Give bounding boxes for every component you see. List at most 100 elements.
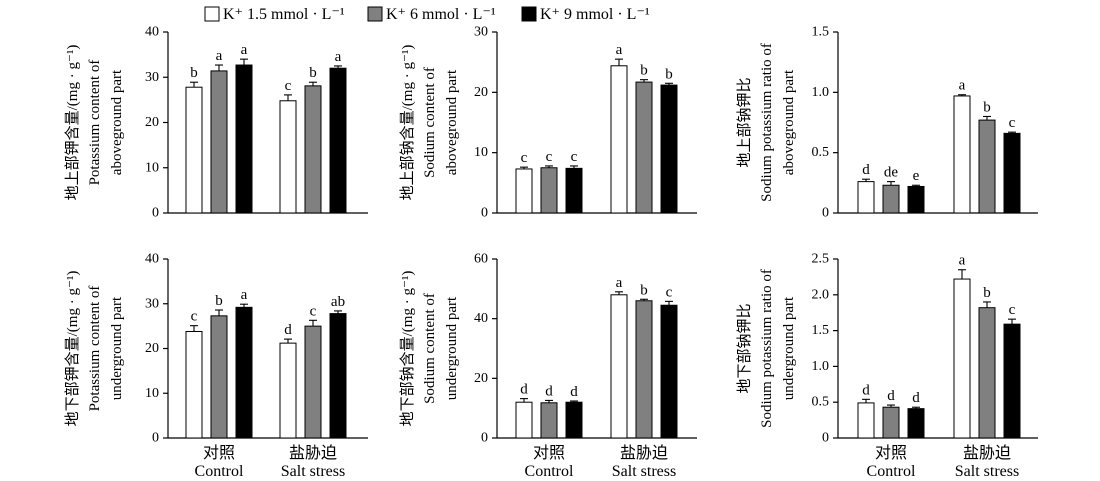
chart-panels: 0 10 20 30 40 地上部钾含量/(mg · g⁻¹) Potassium cont… xyxy=(64,25,1038,480)
bar-underground-potassium-control-k-1-5 xyxy=(185,330,203,439)
significance-letter-aboveground-potassium-control-k-9: a xyxy=(241,42,248,58)
bar-underground-sodium-control-k-6 xyxy=(540,402,558,439)
significance-letter-underground-sodium-control-k-9: d xyxy=(570,384,578,400)
y-tick-label: 20 xyxy=(474,371,488,386)
bar-aboveground-na-k-ratio-control-k-1-5 xyxy=(857,181,875,214)
y-axis-label-line: Sodium content of xyxy=(422,67,438,178)
y-tick-label: 20 xyxy=(145,341,159,356)
y-tick-label: 20 xyxy=(474,85,488,100)
y-tick-label: 0 xyxy=(481,431,488,446)
significance-letter-underground-potassium-salt-stress-k-9: ab xyxy=(331,294,345,310)
bar-aboveground-potassium-salt-stress-k-6 xyxy=(304,85,322,214)
category-label-en-control: Control xyxy=(195,463,244,480)
legend-label-k-9: K⁺ 9 mmol · L⁻¹ xyxy=(540,6,650,23)
bar-underground-sodium-salt-stress-k-1-5 xyxy=(610,294,628,439)
bar-aboveground-sodium-control-k-9 xyxy=(565,167,583,214)
significance-letter-aboveground-potassium-salt-stress-k-9: a xyxy=(335,49,342,65)
panel-aboveground-potassium: 0 10 20 30 40 地上部钾含量/(mg · g⁻¹) Potassium cont… xyxy=(64,25,368,221)
significance-letter-aboveground-potassium-salt-stress-k-1-5: c xyxy=(285,78,292,94)
y-tick-label: 10 xyxy=(474,145,488,160)
bar-aboveground-sodium-salt-stress-k-6 xyxy=(635,81,653,214)
bar-underground-sodium-salt-stress-k-9 xyxy=(660,304,678,439)
significance-letter-underground-potassium-control-k-9: a xyxy=(241,287,248,303)
y-axis-label-line: underground part xyxy=(781,296,797,400)
y-axis-label-line: 地下部钾含量/(mg · g⁻¹) xyxy=(64,271,81,427)
category-label-zh-salt-stress: 盐胁迫 xyxy=(963,444,1011,462)
y-tick-label: 0 xyxy=(152,431,159,446)
significance-letter-underground-na-k-ratio-salt-stress-k-9: c xyxy=(1009,302,1016,318)
y-tick-label: 20 xyxy=(145,115,159,130)
category-label-zh-salt-stress: 盐胁迫 xyxy=(289,444,337,462)
bar-aboveground-na-k-ratio-salt-stress-k-6 xyxy=(978,119,996,214)
y-tick-label: 30 xyxy=(474,25,488,40)
y-tick-label: 30 xyxy=(145,296,159,311)
legend-item-k-1-5: K⁺ 1.5 mmol · L⁻¹ xyxy=(204,6,345,23)
y-tick-label: 10 xyxy=(145,386,159,401)
y-axis-label-line: 地上部钠钾比 xyxy=(736,77,753,167)
bar-aboveground-sodium-control-k-6 xyxy=(540,167,558,214)
bar-aboveground-sodium-salt-stress-k-1-5 xyxy=(610,65,628,214)
significance-letter-underground-na-k-ratio-control-k-9: d xyxy=(912,390,920,406)
category-label-en-salt-stress: Salt stress xyxy=(612,463,676,480)
y-tick-label: 2.0 xyxy=(812,287,830,302)
bar-underground-potassium-control-k-9 xyxy=(235,306,253,439)
significance-letter-underground-na-k-ratio-salt-stress-k-1-5: a xyxy=(959,253,966,269)
significance-letter-aboveground-na-k-ratio-salt-stress-k-9: c xyxy=(1009,115,1016,131)
category-label-en-control: Control xyxy=(867,463,916,480)
y-tick-label: 40 xyxy=(145,252,159,267)
significance-letter-aboveground-sodium-salt-stress-k-9: b xyxy=(665,66,673,82)
y-axis-label-line: 地上部钾含量/(mg · g⁻¹) xyxy=(64,45,81,201)
panel-underground-na-k-ratio: 0 0.5 1.0 1.5 2.0 2.5 地下部钠钾比 Sodium potassium r… xyxy=(736,252,1038,480)
bar-underground-na-k-ratio-control-k-9 xyxy=(907,408,925,439)
legend-item-k-6: K⁺ 6 mmol · L⁻¹ xyxy=(367,6,496,23)
significance-letter-underground-sodium-salt-stress-k-6: b xyxy=(640,282,648,298)
significance-letter-aboveground-sodium-salt-stress-k-6: b xyxy=(640,63,648,79)
y-axis-label-line: aboveground part xyxy=(781,69,797,175)
significance-letter-underground-na-k-ratio-control-k-6: d xyxy=(887,388,895,404)
legend-swatch-k-1-5 xyxy=(204,6,220,22)
category-label-zh-control: 对照 xyxy=(203,444,235,462)
significance-letter-underground-sodium-control-k-1-5: d xyxy=(520,382,528,398)
y-axis-label-line: Sodium content of xyxy=(422,293,438,404)
bar-aboveground-na-k-ratio-control-k-9 xyxy=(907,185,925,214)
y-tick-label: 30 xyxy=(145,70,159,85)
bar-underground-na-k-ratio-salt-stress-k-1-5 xyxy=(953,278,971,439)
y-tick-label: 1.0 xyxy=(812,359,830,374)
bar-aboveground-potassium-control-k-9 xyxy=(235,64,253,214)
y-tick-label: 10 xyxy=(145,160,159,175)
y-tick-label: 40 xyxy=(474,311,488,326)
bar-aboveground-potassium-salt-stress-k-9 xyxy=(329,67,347,214)
category-label-en-salt-stress: Salt stress xyxy=(955,463,1019,480)
y-tick-label: 2.5 xyxy=(812,252,830,267)
y-tick-label: 0 xyxy=(152,206,159,221)
y-axis-label-line: underground part xyxy=(109,296,125,400)
bar-underground-potassium-salt-stress-k-6 xyxy=(304,325,322,439)
significance-letter-underground-sodium-salt-stress-k-9: c xyxy=(666,284,673,300)
significance-letter-aboveground-na-k-ratio-control-k-6: de xyxy=(884,165,899,181)
y-axis-label-line: Potassium content of xyxy=(87,60,103,186)
y-axis-label-line: 地下部钠钾比 xyxy=(736,303,753,393)
bar-underground-na-k-ratio-control-k-1-5 xyxy=(857,402,875,439)
significance-letter-aboveground-sodium-control-k-9: c xyxy=(571,149,578,165)
significance-letter-aboveground-sodium-control-k-1-5: c xyxy=(521,150,528,166)
significance-letter-aboveground-na-k-ratio-control-k-9: e xyxy=(913,168,920,184)
panel-aboveground-na-k-ratio: 0 0.5 1.0 1.5 地上部钠钾比 Sodium potassium ratio o… xyxy=(736,25,1038,221)
y-axis-label-line: underground part xyxy=(444,296,460,400)
y-tick-label: 0 xyxy=(481,206,488,221)
panel-aboveground-sodium: 0 10 20 30 地上部钠含量/(mg · g⁻¹) Sodium content o… xyxy=(399,25,697,221)
y-tick-label: 1.5 xyxy=(812,323,830,338)
significance-letter-aboveground-na-k-ratio-salt-stress-k-1-5: a xyxy=(959,78,966,94)
significance-letter-aboveground-sodium-control-k-6: c xyxy=(546,149,553,165)
panel-underground-potassium: 0 10 20 30 40 地下部钾含量/(mg · g⁻¹) Potassium cont… xyxy=(64,252,368,480)
significance-letter-underground-na-k-ratio-control-k-1-5: d xyxy=(862,382,870,398)
y-axis-label-line: aboveground part xyxy=(109,69,125,175)
y-tick-label: 40 xyxy=(145,25,159,40)
legend-label-k-1-5: K⁺ 1.5 mmol · L⁻¹ xyxy=(223,6,345,23)
bar-aboveground-potassium-salt-stress-k-1-5 xyxy=(279,100,297,214)
significance-letter-aboveground-sodium-salt-stress-k-1-5: a xyxy=(616,42,623,58)
y-tick-label: 0 xyxy=(822,206,829,221)
category-label-zh-control: 对照 xyxy=(875,444,907,462)
y-tick-label: 1.5 xyxy=(812,25,830,40)
category-label-en-salt-stress: Salt stress xyxy=(281,463,345,480)
